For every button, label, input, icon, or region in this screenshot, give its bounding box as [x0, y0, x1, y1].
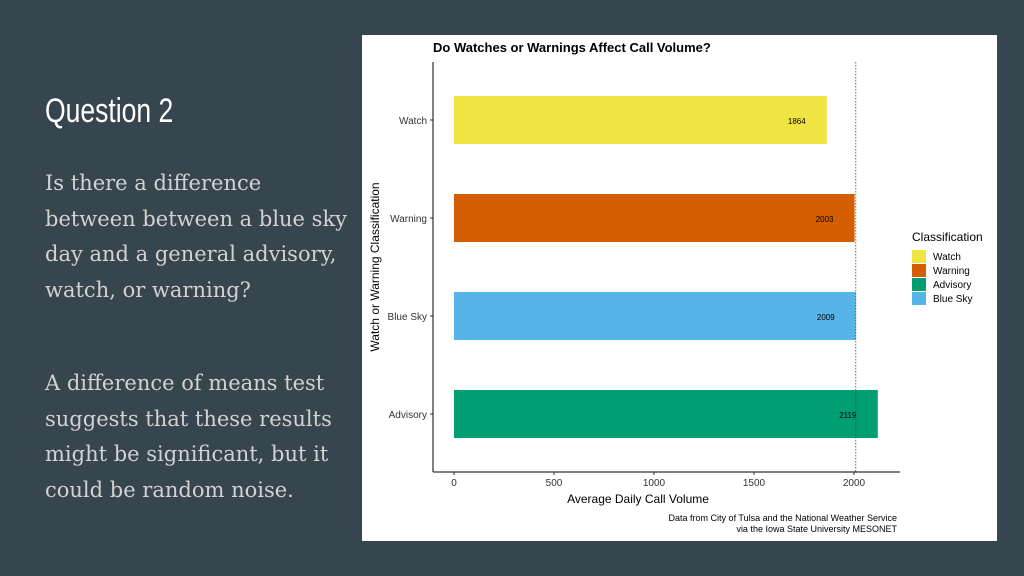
value-label-blue-sky: 2009 [817, 313, 835, 322]
value-label-warning: 2003 [816, 215, 834, 224]
legend-label-watch: Watch [933, 252, 961, 263]
chart-image: Do Watches or Warnings Affect Call Volum… [362, 35, 997, 541]
x-tick-label: 1000 [643, 478, 666, 489]
value-label-watch: 1864 [788, 117, 806, 126]
x-tick-label: 1500 [743, 478, 766, 489]
y-tick-label-warning: Warning [390, 214, 427, 225]
legend-label-advisory: Advisory [933, 280, 971, 291]
legend-swatch-blue-sky [912, 292, 926, 305]
caption-line-2: via the Iowa State University MESONET [736, 524, 897, 534]
x-tick-label: 500 [546, 478, 563, 489]
legend-title: Classification [912, 230, 983, 244]
legend-label-warning: Warning [933, 266, 970, 277]
legend-label-blue-sky: Blue Sky [933, 294, 972, 305]
y-tick-label-blue-sky: Blue Sky [388, 312, 427, 323]
bar-watch [454, 96, 827, 144]
chart-title: Do Watches or Warnings Affect Call Volum… [433, 40, 711, 55]
x-tick-label: 2000 [843, 478, 866, 489]
bar-warning [454, 194, 855, 242]
legend-swatch-watch [912, 250, 926, 263]
bar-chart: Do Watches or Warnings Affect Call Volum… [368, 40, 983, 534]
x-axis-label: Average Daily Call Volume [567, 492, 709, 506]
legend: Watch Warning Advisory Blue Sky [912, 250, 972, 305]
bar-advisory [454, 390, 878, 438]
legend-swatch-advisory [912, 278, 926, 291]
value-label-advisory: 2119 [839, 411, 857, 420]
y-axis-label: Watch or Warning Classification [368, 182, 382, 351]
question-text: Is there a difference between between a … [45, 171, 348, 302]
legend-swatch-warning [912, 264, 926, 277]
slide-title: Question 2 [45, 92, 174, 130]
x-tick-label: 0 [451, 478, 457, 489]
answer-text: A difference of means test suggests that… [45, 371, 332, 502]
y-tick-label-advisory: Advisory [389, 410, 427, 421]
caption-line-1: Data from City of Tulsa and the National… [669, 513, 897, 523]
plot-area: 1864 Watch 2003 Warning 2009 Blue Sky 2119 Advi… [388, 62, 900, 489]
bar-blue-sky [454, 292, 856, 340]
y-tick-label-watch: Watch [399, 116, 427, 127]
